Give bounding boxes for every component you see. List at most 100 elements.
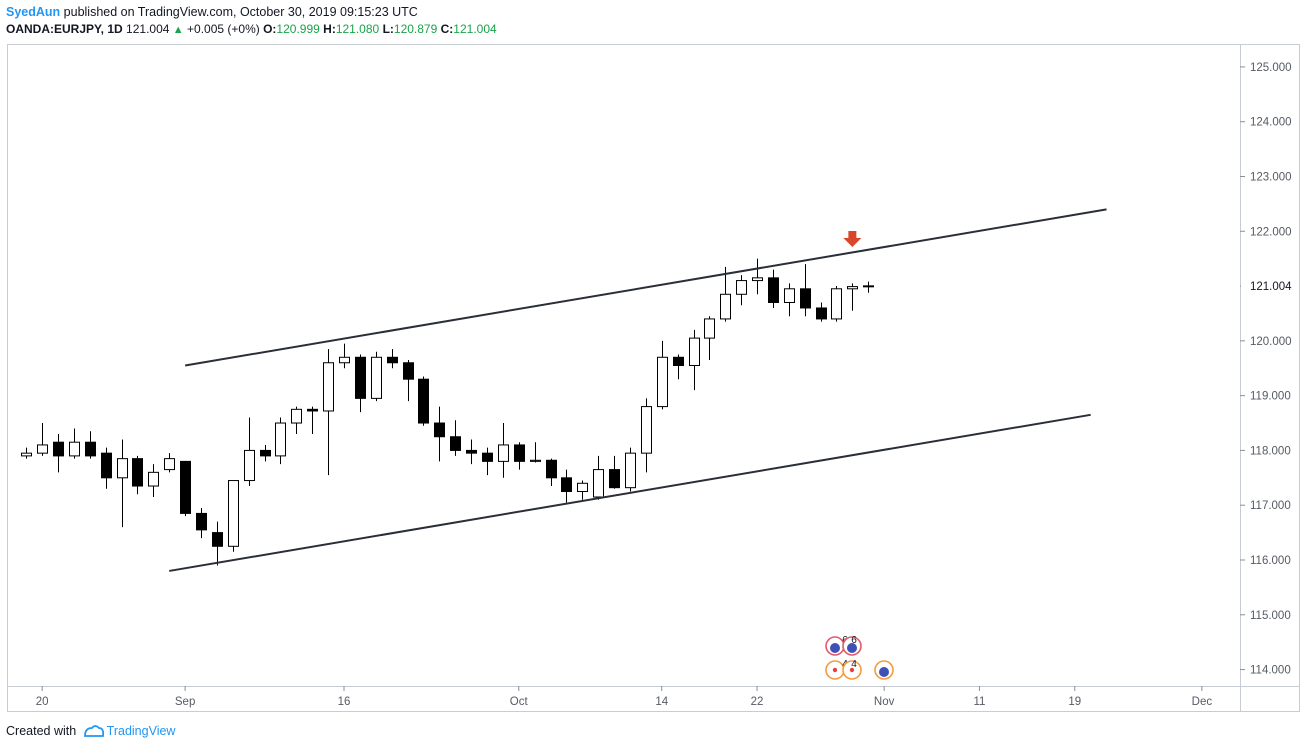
current-price-badge [1241, 277, 1299, 294]
candle [323, 349, 334, 476]
candle [704, 316, 715, 361]
publish-info: SyedAun published on TradingView.com, Oc… [6, 5, 418, 19]
event-icon-disc [847, 643, 857, 653]
candle [593, 455, 604, 500]
price-tick-label: 114.000 [1250, 665, 1291, 677]
candle-body-down [609, 469, 620, 489]
candle [85, 431, 96, 459]
candle-body-down [816, 307, 827, 320]
event-icon-disc [879, 667, 889, 677]
price-tick-label: 117.000 [1250, 500, 1291, 512]
candle [577, 480, 588, 500]
down-arrow-icon[interactable] [843, 230, 862, 247]
time-axis[interactable]: 20 Sep 16 Oct 14 22 Nov 11 19 Dec [36, 686, 1213, 708]
candle-body-up [831, 288, 842, 320]
chart-frame [7, 44, 1300, 712]
split-icon[interactable] [874, 660, 894, 680]
candle [752, 258, 763, 295]
time-tick-label: 14 [655, 696, 668, 708]
candle-body-down [212, 532, 223, 547]
current-price-label: 121.004 [1250, 281, 1292, 293]
candles-layer [21, 258, 874, 566]
price-tick-label: 125.000 [1250, 62, 1292, 74]
open-value: 120.999 [276, 22, 320, 36]
candle-body-down [673, 356, 684, 366]
footer: Created with TradingView [6, 724, 175, 741]
candle [117, 439, 128, 528]
candle [673, 354, 684, 380]
candle [355, 354, 366, 413]
candle [403, 360, 414, 402]
candle-body-up [323, 362, 334, 412]
candle [244, 417, 255, 487]
candle-body-up [593, 469, 604, 498]
candle-body-down [418, 378, 429, 424]
price-tick-label: 122.000 [1250, 226, 1292, 238]
candle [53, 433, 64, 473]
candle-body-up [863, 285, 874, 288]
candle [466, 439, 477, 465]
lower-channel-line[interactable] [169, 413, 1091, 572]
low-label: L: [382, 22, 394, 36]
candle [69, 428, 80, 459]
candle [307, 406, 318, 434]
candle-body-down [196, 512, 207, 531]
candle [736, 275, 747, 306]
candle [275, 417, 286, 465]
dividend-icon[interactable]: 4 [842, 659, 862, 680]
event-icon-count: 6 [851, 635, 857, 646]
time-tick-label: Sep [175, 696, 195, 708]
time-tick-label: Dec [1192, 696, 1213, 708]
candle-body-up [275, 422, 286, 457]
candle-body-down [561, 477, 572, 493]
candle-body-up [37, 444, 48, 454]
candle-body-up [625, 452, 636, 489]
candle-body-up [577, 482, 588, 493]
up-triangle-icon: ▲ [172, 24, 184, 36]
candle-body-up [704, 318, 715, 339]
candle-body-down [53, 441, 64, 457]
candle-body-up [21, 452, 32, 457]
event-icon-dot [849, 667, 855, 673]
candle [434, 406, 445, 462]
price-axis[interactable]: 125.000124.000123.000122.000121.000120.0… [1240, 62, 1299, 677]
candle [180, 460, 191, 517]
close-value: 121.004 [453, 22, 497, 36]
symbol-label[interactable]: OANDA:EURJPY, 1D [6, 22, 123, 36]
time-tick-label: 19 [1068, 696, 1081, 708]
upper-channel-line[interactable] [184, 208, 1107, 367]
publish-text: published on TradingView.com, October 30… [63, 5, 418, 19]
candle [291, 406, 302, 434]
candle [132, 455, 143, 495]
open-label: O: [263, 22, 277, 36]
candle-body-down [260, 449, 271, 457]
candle [450, 420, 461, 456]
candle [609, 455, 620, 489]
price-tick-label: 115.000 [1250, 610, 1291, 622]
candle-body-up [291, 408, 302, 424]
tradingview-logo-icon [83, 724, 105, 741]
price-tick-label: 123.000 [1250, 171, 1292, 183]
high-label: H: [323, 22, 336, 36]
candle-body-down [101, 452, 112, 479]
candle [148, 464, 159, 497]
created-with-text: Created with [6, 724, 77, 738]
candle [418, 376, 429, 426]
candle [212, 521, 223, 566]
candle-body-up [689, 337, 700, 367]
candle-body-up [371, 356, 382, 399]
candle [863, 281, 874, 293]
candle-body-down [387, 356, 398, 364]
candle [498, 423, 509, 478]
candle-body-up [117, 458, 128, 479]
earnings-icon[interactable]: 6 [842, 635, 862, 656]
author-link[interactable]: SyedAun [6, 5, 61, 19]
candle-body-down [466, 449, 477, 454]
event-icon-disc [830, 643, 840, 653]
candle-body-up [498, 444, 509, 462]
candle [641, 398, 652, 473]
tradingview-brand-link[interactable]: TradingView [106, 724, 176, 738]
candle-body-down [482, 452, 493, 462]
candle [831, 286, 842, 322]
